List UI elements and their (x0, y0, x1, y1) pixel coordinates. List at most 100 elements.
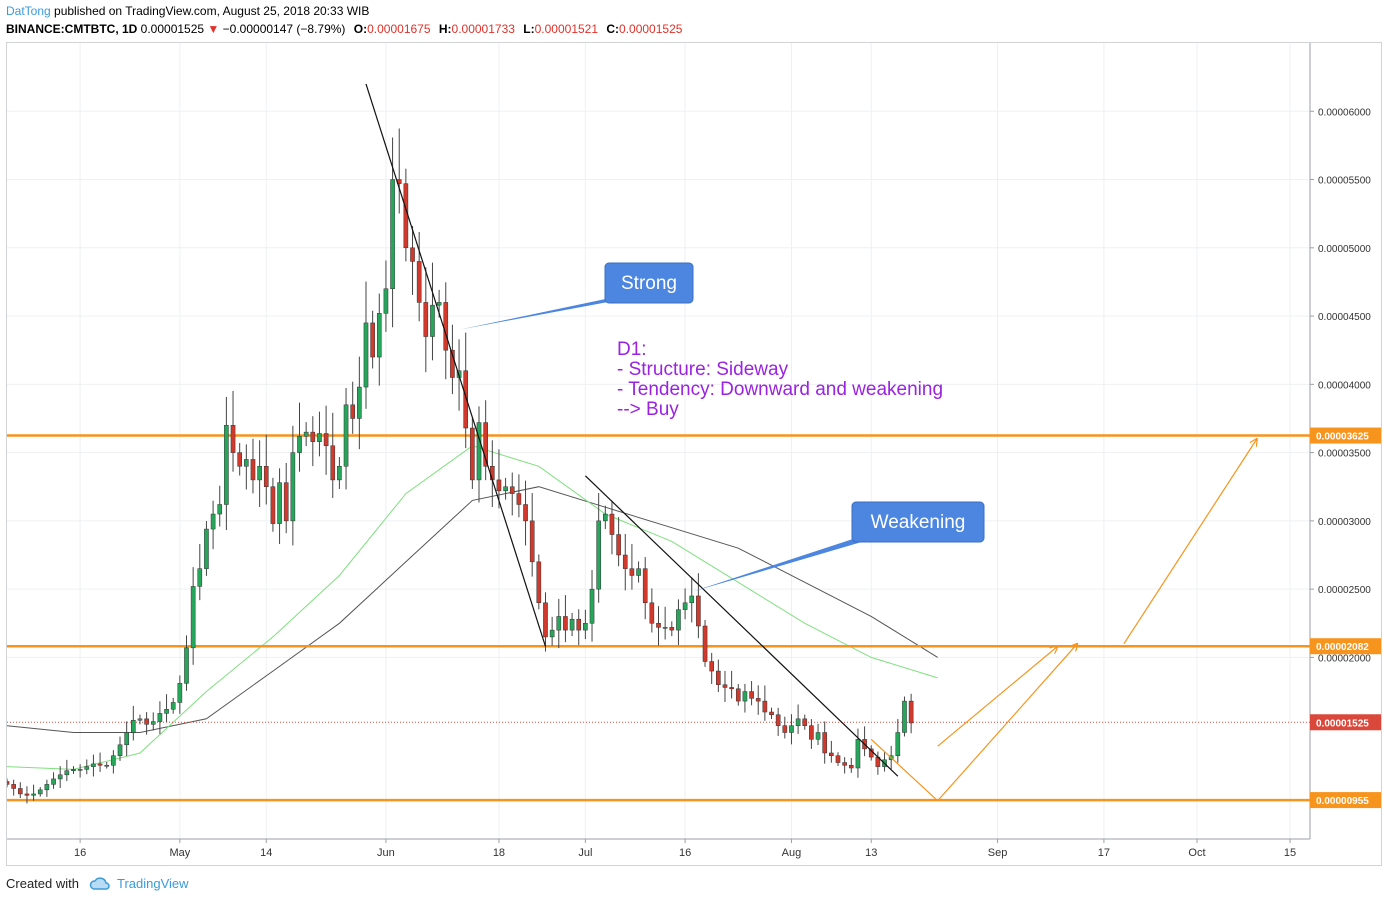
projection-arrow (870, 644, 1077, 802)
time-tick-label: Sep (988, 847, 1008, 859)
price-chart[interactable]: 0.00006000 0.00005500 0.00005000 0.00004500… (7, 43, 1381, 865)
time-tick-label: Oct (1188, 847, 1205, 859)
candle-up (603, 513, 608, 522)
candle-down (762, 700, 768, 713)
candle-down (410, 247, 415, 262)
candle-up (789, 725, 794, 733)
tradingview-brand-link[interactable]: TradingView (117, 876, 189, 891)
candle-down (263, 466, 269, 487)
callout-label: Weakening (871, 512, 966, 533)
candle-down (822, 732, 828, 754)
candle-up (204, 528, 209, 569)
candle-down (616, 534, 621, 556)
candle-up (164, 709, 169, 714)
callout-box (851, 501, 985, 543)
candle-down (842, 762, 847, 766)
candle-down (416, 261, 422, 303)
candle-down (7, 781, 10, 785)
time-tick-label: Jul (578, 847, 592, 859)
candle-up (57, 774, 63, 780)
candle-up (77, 769, 83, 771)
candle-up (297, 435, 302, 453)
price-tick-label: 0.00005500 (1318, 176, 1371, 187)
candle-down (17, 788, 23, 795)
low-value: 0.00001521 (534, 22, 599, 36)
candle-down (483, 422, 488, 467)
analysis-note-line: --> Buy (617, 399, 679, 420)
price-tick-label: 0.00006000 (1318, 107, 1371, 118)
candle-up (170, 702, 176, 710)
price-tick-label: 0.00002500 (1318, 585, 1371, 596)
candle-up (376, 313, 382, 358)
candle-down (97, 763, 103, 766)
candle-down (11, 784, 16, 789)
high-label: H: (438, 22, 452, 36)
publish-info: published on TradingView.com, August 25,… (50, 4, 370, 18)
chart-frame[interactable]: 0.00006000 0.00005500 0.00005000 0.00004500… (6, 42, 1382, 866)
open-label: O: (353, 22, 368, 36)
candle-up (549, 629, 555, 638)
candle-down (450, 349, 455, 378)
candle-up (150, 721, 156, 725)
candle-up (390, 179, 395, 290)
candle-up (337, 466, 342, 481)
candle-up (31, 793, 36, 796)
author-link[interactable]: DatTong (6, 4, 51, 18)
close-label: C: (606, 22, 620, 36)
symbol-label[interactable]: BINANCE:CMTBTC, 1D (6, 22, 138, 36)
price-tag-label: 0.00000955 (1316, 796, 1369, 807)
candle-down (529, 520, 535, 563)
price-tick-label: 0.00003500 (1318, 449, 1371, 460)
candle-down (310, 431, 316, 442)
candle-up (503, 486, 508, 492)
analysis-note-line: - Tendency: Downward and weakening (617, 379, 943, 400)
candle-up (117, 744, 123, 756)
price-change: −0.00000147 (−8.79%) (222, 22, 346, 36)
price-tick-label: 0.00004000 (1318, 380, 1371, 391)
price-tag (1310, 638, 1381, 655)
candle-down (576, 618, 582, 631)
candle-up (257, 466, 262, 481)
tradingview-cloud-icon[interactable] (88, 876, 112, 895)
candle-down (829, 752, 834, 756)
candle-up (583, 623, 588, 631)
candle-up (104, 765, 110, 767)
candle-up (902, 700, 907, 733)
candle-down (782, 725, 788, 733)
candle-down (270, 486, 276, 524)
candle-down (722, 684, 728, 688)
candle-down (802, 718, 808, 726)
candle-down (523, 504, 528, 522)
candle-up (569, 618, 575, 631)
candle-up (184, 647, 189, 684)
candle-up (589, 588, 595, 624)
candle-up (124, 732, 129, 746)
candle-up (71, 769, 76, 771)
callout-pointer (459, 297, 635, 330)
candle-up (676, 609, 681, 631)
candle-up (476, 422, 482, 481)
candle-up (217, 504, 223, 515)
low-label: L: (523, 22, 535, 36)
candle-down (622, 554, 628, 569)
candle-down (609, 513, 615, 535)
candle-up (224, 425, 229, 505)
candle-up (290, 452, 296, 522)
candle-down (669, 627, 675, 631)
candle-up (111, 755, 116, 766)
analysis-note-line: - Structure: Sideway (617, 359, 789, 380)
candle-up (795, 718, 801, 726)
candle-down (403, 183, 409, 249)
candle-up (636, 568, 641, 576)
candle-down (656, 623, 661, 628)
candle-up (177, 683, 183, 703)
time-tick-label: 14 (260, 847, 272, 859)
candle-up (742, 691, 748, 702)
price-tag-label: 0.00002082 (1316, 642, 1369, 653)
candle-up (244, 459, 249, 467)
trendline (584, 475, 899, 777)
analysis-note-line: D1: (617, 339, 647, 360)
candle-up (815, 732, 821, 740)
price-tag (1310, 427, 1381, 444)
time-tick-label: 16 (74, 847, 86, 859)
